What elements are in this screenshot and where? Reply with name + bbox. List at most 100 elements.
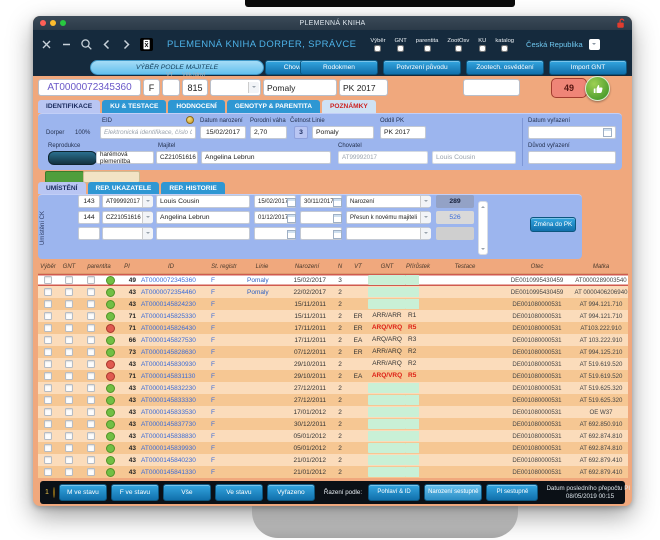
line-field[interactable]: Pomaly [312, 126, 374, 139]
row-parentita-checkbox[interactable] [87, 324, 95, 332]
row-gnt-checkbox[interactable] [65, 432, 73, 440]
record-dropdown-field[interactable] [210, 79, 261, 96]
row-gnt-checkbox[interactable] [65, 384, 73, 392]
row-parentita-checkbox[interactable] [87, 372, 95, 380]
previous-record-icon[interactable] [100, 38, 113, 51]
row-parentita-checkbox[interactable] [87, 312, 95, 320]
placement-num-field[interactable]: 144 [78, 211, 100, 224]
table-row[interactable]: 43 AT0000145832230 F 27/12/2011 2 DE0010… [38, 382, 628, 394]
row-select-checkbox[interactable] [44, 276, 52, 284]
row-gnt-checkbox[interactable] [65, 276, 73, 284]
birth-weight-field[interactable]: 2,70 [250, 126, 287, 139]
filter-checkbox[interactable] [397, 44, 405, 52]
owner-id-field[interactable]: CZ21051616 [156, 151, 198, 164]
record-line-field[interactable]: Pomaly [263, 79, 337, 96]
animal-id-link[interactable]: AT0000145827530 [141, 336, 196, 344]
record-pk-field[interactable]: PK 2017 [339, 79, 388, 96]
placement-scrollbar[interactable] [478, 201, 488, 255]
table-header-cell[interactable]: Výběr [40, 264, 56, 270]
animal-id-link[interactable]: AT0000145837730 [141, 420, 196, 428]
table-row[interactable]: 43 AT0000145839930 F 05/01/2012 2 DE0010… [38, 442, 628, 454]
row-gnt-checkbox[interactable] [65, 396, 73, 404]
tab-rep-historie[interactable]: REP. HISTORIE [161, 182, 225, 194]
row-select-checkbox[interactable] [44, 288, 52, 296]
row-parentita-checkbox[interactable] [87, 384, 95, 392]
animal-id-link[interactable]: AT0000145831130 [141, 372, 196, 380]
placement-reason-field[interactable] [346, 227, 430, 240]
animal-id-link[interactable]: AT0000145840230 [141, 456, 196, 464]
eid-field[interactable] [100, 126, 196, 139]
tab-rep-ukazatele[interactable]: REP. UKAZATELE [87, 182, 160, 194]
row-parentita-checkbox[interactable] [87, 444, 95, 452]
tab-genotyp-parentita[interactable]: GENOTYP & PARENTITA [226, 100, 320, 113]
owner-name-field[interactable]: Angelina Lebrun [201, 151, 331, 164]
animal-id-link[interactable]: AT0000145832230 [141, 384, 196, 392]
row-parentita-checkbox[interactable] [87, 456, 95, 464]
animal-id-link[interactable]: AT0000145833330 [141, 396, 196, 404]
table-header-cell[interactable]: Linie [255, 264, 269, 270]
row-parentita-checkbox[interactable] [87, 300, 95, 308]
table-header-cell[interactable]: St. registr [211, 264, 237, 270]
minimize-icon[interactable] [60, 38, 73, 51]
row-parentita-checkbox[interactable] [87, 420, 95, 428]
table-row[interactable]: 73 AT0000145828630 F 07/12/2011 2 ER ARR… [38, 346, 628, 358]
placement-num-field[interactable]: 143 [78, 195, 100, 208]
approve-button[interactable] [585, 76, 610, 101]
table-row[interactable]: 43 AT0000145824230 F 15/11/2011 2 DE0010… [38, 298, 628, 310]
animal-id-link[interactable]: AT0000145825330 [141, 312, 196, 320]
calendar-icon[interactable] [603, 128, 612, 137]
row-parentita-checkbox[interactable] [87, 288, 95, 296]
row-parentita-checkbox[interactable] [87, 408, 95, 416]
placement-to-field[interactable]: 30/11/2017 [300, 195, 342, 208]
chevron-down-icon[interactable] [420, 196, 431, 207]
record-sex-field[interactable]: F [143, 79, 160, 96]
table-row[interactable]: 71 AT0000145825330 F 15/11/2011 2 ER ARR… [38, 310, 628, 322]
row-select-checkbox[interactable] [44, 300, 52, 308]
reproduction-status-pill[interactable] [48, 151, 97, 165]
row-parentita-checkbox[interactable] [87, 348, 95, 356]
next-record-icon[interactable] [120, 38, 133, 51]
placement-name-field[interactable]: Louis Cousin [156, 195, 250, 208]
table-header-cell[interactable]: Matka [592, 264, 610, 270]
placement-reason-field[interactable]: Narození [346, 195, 430, 208]
row-gnt-checkbox[interactable] [65, 300, 73, 308]
owner-filter-button[interactable]: VÝBĚR PODLE MAJITELE [90, 60, 264, 75]
row-parentita-checkbox[interactable] [87, 468, 95, 476]
change-pk-button[interactable]: Změna do PK [530, 217, 576, 232]
chevron-down-icon[interactable] [142, 196, 153, 207]
table-row[interactable]: 43 AT0000145833530 F 17/01/2012 2 DE0010… [38, 406, 628, 418]
animal-id-link[interactable]: AT0000145838830 [141, 432, 196, 440]
placement-id-field[interactable]: CZ21051616 [102, 211, 152, 224]
row-parentita-checkbox[interactable] [87, 396, 95, 404]
table-header-cell[interactable]: Přírůstek [406, 264, 431, 270]
table-header-cell[interactable]: GNT [380, 264, 394, 270]
table-row[interactable]: 66 AT0000145827530 F 17/11/2011 2 EA ARQ… [38, 334, 628, 346]
chevron-down-icon[interactable] [248, 82, 259, 93]
table-row[interactable]: 43 AT0000145830930 F 29/10/2011 2 ARR/AR… [38, 358, 628, 370]
animal-id-link[interactable]: AT0000145830930 [141, 360, 196, 368]
row-select-checkbox[interactable] [44, 432, 52, 440]
filter-checkbox[interactable] [478, 44, 486, 52]
tab-ku-testace[interactable]: KU & TESTACE [102, 100, 167, 113]
record-vt-field[interactable] [162, 79, 180, 96]
row-gnt-checkbox[interactable] [65, 408, 73, 416]
animal-id-link[interactable]: AT0000145841330 [141, 468, 196, 476]
filter-checkbox[interactable] [423, 44, 431, 52]
row-select-checkbox[interactable] [44, 420, 52, 428]
minimize-window-button[interactable] [50, 20, 56, 26]
close-record-icon[interactable] [40, 38, 53, 51]
excel-export-icon[interactable] [140, 38, 153, 51]
placement-reason-field[interactable]: Přesun k novému majiteli [346, 211, 430, 224]
search-icon[interactable] [80, 38, 93, 51]
chevron-down-icon[interactable] [142, 212, 153, 223]
table-header-cell[interactable]: Otec [530, 264, 544, 270]
row-gnt-checkbox[interactable] [65, 336, 73, 344]
table-header-cell[interactable]: VT [354, 264, 362, 270]
animal-id-link[interactable]: AT0000145824230 [141, 300, 196, 308]
table-row[interactable]: 43 AT0000145838830 F 05/01/2012 2 DE0010… [38, 430, 628, 442]
row-gnt-checkbox[interactable] [65, 468, 73, 476]
placement-num-field[interactable] [78, 227, 100, 240]
zoom-window-button[interactable] [60, 20, 66, 26]
row-parentita-checkbox[interactable] [87, 276, 95, 284]
birth-date-field[interactable]: 15/02/2017 [200, 126, 246, 139]
